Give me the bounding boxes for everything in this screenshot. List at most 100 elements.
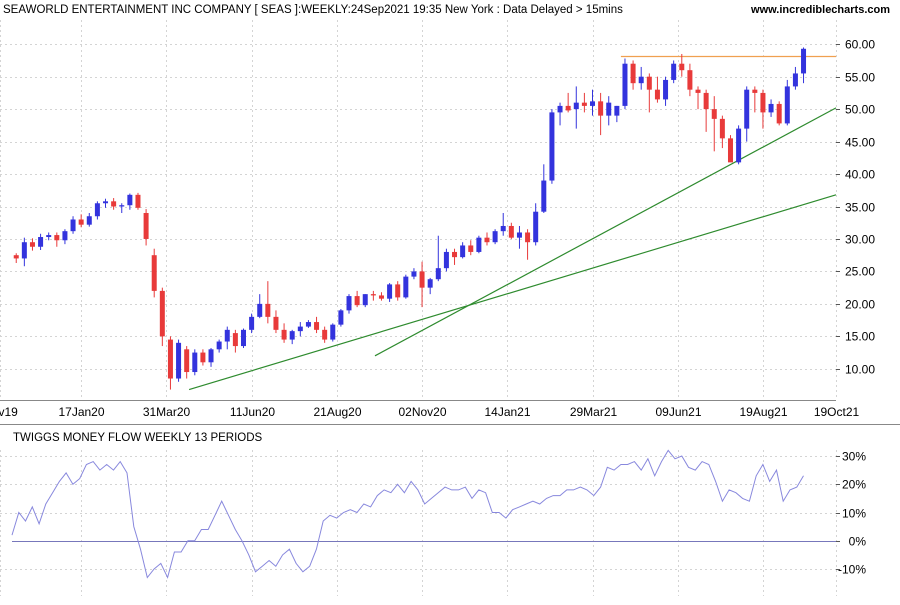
candle-up <box>387 284 393 299</box>
candle-up <box>768 103 774 113</box>
indicator-y-tick-label: 30% <box>842 450 866 464</box>
price-y-tick-label: 10.00 <box>845 363 875 377</box>
price-x-tick-label: 29Mar21 <box>570 405 618 419</box>
candle-down <box>151 255 157 291</box>
candle-up <box>62 231 68 241</box>
candle-up <box>606 102 612 116</box>
price-x-tick-label: 31Mar20 <box>143 405 191 419</box>
candle-down <box>395 284 401 298</box>
candle-down <box>354 296 360 306</box>
candle-down <box>508 225 514 238</box>
price-y-tick-label: 40.00 <box>845 168 875 182</box>
candle-up <box>70 219 76 232</box>
candle-up <box>192 352 198 373</box>
price-y-tick-label: 25.00 <box>845 265 875 279</box>
candle-down <box>281 329 287 340</box>
candle-up <box>240 329 246 347</box>
candle-down <box>630 63 636 84</box>
candle-up <box>411 271 417 277</box>
candle-up <box>460 245 466 258</box>
candle-up <box>492 231 498 243</box>
candle-up <box>435 268 441 280</box>
candle-up <box>289 331 295 340</box>
indicator-y-tick-label: 10% <box>842 507 866 521</box>
candle-down <box>711 109 717 119</box>
trendline <box>188 194 837 391</box>
price-y-tick-label: 55.00 <box>845 71 875 85</box>
price-x-tick-label: 19Aug21 <box>739 405 787 419</box>
candle-down <box>135 194 141 208</box>
candle-up <box>427 279 433 288</box>
site-label[interactable]: www.incrediblecharts.com <box>750 4 890 16</box>
candle-up <box>403 276 409 298</box>
price-x-tick-label: 09Jun21 <box>655 405 701 419</box>
candle-up <box>516 232 522 238</box>
candle-down <box>452 251 458 258</box>
candle-up <box>784 86 790 124</box>
candle-up <box>533 211 539 243</box>
candle-up <box>476 237 482 252</box>
candle-up <box>362 294 368 306</box>
candle-up <box>590 101 596 106</box>
money-flow-line-layer <box>11 449 804 579</box>
candle-down <box>687 70 693 90</box>
price-x-tick-label: 21Aug20 <box>313 405 361 419</box>
candle-down <box>565 105 571 111</box>
candle-down <box>54 235 60 241</box>
candles-layer <box>13 47 807 390</box>
candle-up <box>224 329 230 342</box>
price-x-tick-label: Nov19 <box>0 405 18 419</box>
indicator-y-axis: 30% 20% 10% 0% -10% <box>836 450 866 577</box>
candle-down <box>370 294 376 296</box>
candle-down <box>184 349 190 373</box>
candle-down <box>703 92 709 110</box>
candle-down <box>525 232 531 243</box>
candle-up <box>330 324 336 340</box>
candle-up <box>622 63 628 106</box>
candle-down <box>159 290 165 337</box>
candle-up <box>744 89 750 129</box>
candle-up <box>541 180 547 212</box>
price-x-tick-label: 02Nov20 <box>398 405 446 419</box>
candle-down <box>322 329 328 340</box>
candle-down <box>78 219 84 225</box>
candle-up <box>801 48 807 74</box>
candle-up <box>736 128 742 163</box>
price-x-tick-label: 19Oct21 <box>814 405 860 419</box>
price-y-axis: 10.00 15.00 20.00 25.00 30.00 35.00 40.00 45.00… <box>836 38 875 377</box>
price-y-tick-label: 45.00 <box>845 136 875 150</box>
candle-down <box>13 255 19 259</box>
trendlines-layer <box>188 55 837 391</box>
candle-up <box>573 102 579 110</box>
candle-down <box>265 303 271 317</box>
candle-up <box>297 326 303 332</box>
candle-up <box>119 205 125 207</box>
price-x-axis: Nov19 17Jan20 31Mar20 11Jun20 21Aug20 02Nov20… <box>0 405 860 419</box>
candle-down <box>695 89 701 93</box>
price-y-tick-label: 50.00 <box>845 103 875 117</box>
indicator-y-tick-label: 0% <box>849 535 867 549</box>
candle-up <box>549 112 555 181</box>
candle-down <box>232 333 238 347</box>
candle-up <box>443 251 449 269</box>
candle-down <box>143 213 149 239</box>
candle-up <box>38 237 44 247</box>
indicator-gridlines <box>0 450 837 596</box>
price-y-tick-label: 35.00 <box>845 201 875 215</box>
price-y-tick-label: 20.00 <box>845 298 875 312</box>
candle-up <box>176 342 182 379</box>
candle-up <box>671 63 677 80</box>
candle-up <box>663 79 669 100</box>
price-gridlines <box>0 20 837 400</box>
price-x-tick-label: 14Jan21 <box>484 405 530 419</box>
candle-up <box>103 201 109 204</box>
candle-up <box>557 105 563 113</box>
indicator-y-tick-label: 20% <box>842 478 866 492</box>
candle-up <box>614 105 620 116</box>
candle-down <box>727 138 733 163</box>
candle-down <box>752 89 758 93</box>
candle-down <box>419 271 425 288</box>
candle-down <box>581 102 587 106</box>
